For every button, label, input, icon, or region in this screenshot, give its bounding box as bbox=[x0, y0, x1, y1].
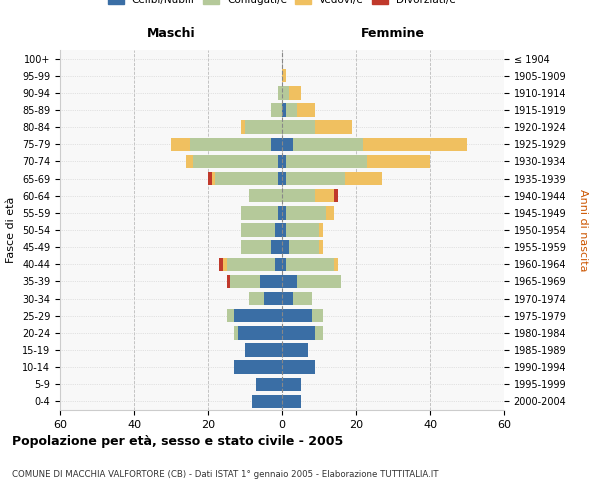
Bar bbox=[326, 206, 334, 220]
Bar bbox=[275, 224, 282, 236]
Bar bbox=[316, 326, 323, 340]
Bar bbox=[230, 274, 260, 288]
Bar bbox=[278, 154, 282, 168]
Bar bbox=[316, 120, 352, 134]
Y-axis label: Fasce di età: Fasce di età bbox=[7, 197, 16, 263]
Bar bbox=[241, 206, 278, 220]
Bar bbox=[234, 360, 282, 374]
Bar bbox=[245, 344, 282, 356]
Bar bbox=[278, 172, 282, 186]
Bar bbox=[249, 292, 263, 306]
Bar bbox=[316, 189, 334, 202]
Bar bbox=[249, 189, 282, 202]
Bar bbox=[263, 292, 282, 306]
Bar bbox=[289, 86, 301, 100]
Bar bbox=[271, 138, 282, 151]
Bar bbox=[319, 240, 323, 254]
Bar bbox=[282, 172, 286, 186]
Bar bbox=[190, 138, 271, 151]
Bar bbox=[227, 274, 230, 288]
Bar bbox=[286, 206, 326, 220]
Bar bbox=[271, 104, 282, 117]
Bar bbox=[241, 224, 275, 236]
Bar bbox=[227, 258, 275, 271]
Bar bbox=[234, 326, 238, 340]
Bar bbox=[282, 309, 311, 322]
Bar bbox=[253, 394, 282, 408]
Bar bbox=[256, 378, 282, 391]
Bar bbox=[219, 258, 223, 271]
Bar bbox=[282, 378, 301, 391]
Bar bbox=[282, 86, 289, 100]
Bar bbox=[334, 258, 337, 271]
Bar bbox=[282, 274, 297, 288]
Bar bbox=[282, 360, 316, 374]
Bar bbox=[282, 258, 286, 271]
Bar bbox=[282, 240, 289, 254]
Bar bbox=[245, 120, 282, 134]
Bar bbox=[215, 172, 278, 186]
Bar bbox=[208, 172, 212, 186]
Bar bbox=[271, 240, 282, 254]
Bar bbox=[282, 138, 293, 151]
Bar bbox=[293, 138, 364, 151]
Bar bbox=[241, 240, 271, 254]
Bar bbox=[223, 258, 227, 271]
Text: Popolazione per età, sesso e stato civile - 2005: Popolazione per età, sesso e stato civil… bbox=[12, 435, 343, 448]
Bar bbox=[297, 274, 341, 288]
Bar bbox=[311, 309, 323, 322]
Bar bbox=[282, 326, 316, 340]
Bar bbox=[234, 309, 282, 322]
Bar bbox=[282, 104, 286, 117]
Bar bbox=[275, 258, 282, 271]
Bar bbox=[212, 172, 215, 186]
Bar bbox=[282, 154, 286, 168]
Bar bbox=[282, 206, 286, 220]
Bar bbox=[241, 120, 245, 134]
Bar bbox=[293, 292, 311, 306]
Bar bbox=[186, 154, 193, 168]
Bar bbox=[289, 240, 319, 254]
Bar bbox=[193, 154, 278, 168]
Legend: Celibi/Nubili, Coniugati/e, Vedovi/e, Divorziati/e: Celibi/Nubili, Coniugati/e, Vedovi/e, Di… bbox=[104, 0, 460, 9]
Bar bbox=[286, 104, 297, 117]
Bar bbox=[286, 154, 367, 168]
Bar bbox=[260, 274, 282, 288]
Bar bbox=[238, 326, 282, 340]
Bar bbox=[286, 172, 345, 186]
Bar bbox=[282, 69, 286, 82]
Text: COMUNE DI MACCHIA VALFORTORE (CB) - Dati ISTAT 1° gennaio 2005 - Elaborazione TU: COMUNE DI MACCHIA VALFORTORE (CB) - Dati… bbox=[12, 470, 439, 479]
Bar bbox=[334, 189, 337, 202]
Bar bbox=[297, 104, 316, 117]
Bar bbox=[282, 292, 293, 306]
Bar bbox=[286, 258, 334, 271]
Bar bbox=[286, 224, 319, 236]
Bar bbox=[227, 309, 234, 322]
Bar bbox=[171, 138, 190, 151]
Bar bbox=[282, 224, 286, 236]
Bar bbox=[364, 138, 467, 151]
Text: Femmine: Femmine bbox=[361, 26, 425, 40]
Text: Maschi: Maschi bbox=[146, 26, 196, 40]
Bar bbox=[282, 344, 308, 356]
Bar bbox=[319, 224, 323, 236]
Bar bbox=[278, 86, 282, 100]
Bar bbox=[282, 120, 316, 134]
Bar bbox=[278, 206, 282, 220]
Bar bbox=[367, 154, 430, 168]
Bar bbox=[282, 394, 301, 408]
Bar bbox=[345, 172, 382, 186]
Bar bbox=[282, 189, 316, 202]
Y-axis label: Anni di nascita: Anni di nascita bbox=[578, 188, 588, 271]
